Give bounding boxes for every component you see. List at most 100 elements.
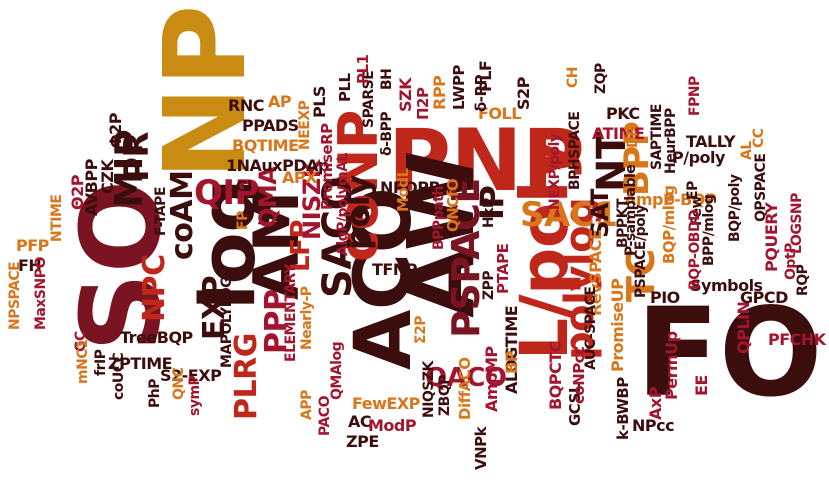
cloud-word: Π2P — [414, 87, 432, 120]
cloud-word: NPOPB — [380, 178, 441, 197]
cloud-word: NPSPACE — [7, 261, 23, 330]
cloud-word: TALLY — [686, 132, 736, 151]
cloud-word: Symbols — [690, 276, 763, 295]
cloud-word: MaxSNPO — [33, 257, 49, 330]
cloud-word: GPCD — [740, 288, 788, 307]
cloud-word: ZBQP — [437, 375, 453, 416]
cloud-word: PFP — [16, 236, 49, 255]
cloud-word: RQP — [795, 264, 811, 296]
cloud-word: Nearly-P — [299, 286, 315, 350]
cloud-word: 1NAuxPDAp — [226, 156, 329, 175]
cloud-word: PR — [117, 131, 157, 182]
cloud-word: HkP — [481, 198, 497, 228]
cloud-word: δ-BPP — [379, 111, 395, 156]
cloud-word: BQP/poly — [727, 174, 743, 242]
cloud-word: SZK — [396, 77, 415, 112]
cloud-word: QPLIN — [734, 301, 753, 354]
cloud-word: RPP — [430, 75, 449, 110]
cloud-word: FOLL — [478, 104, 521, 123]
cloud-word: PNP — [388, 111, 585, 211]
cloud-word: EE — [692, 375, 711, 396]
cloud-word: Σ2P — [413, 315, 429, 344]
cloud-word: QIP — [194, 173, 259, 213]
cloud-word: PromiseRP — [318, 123, 336, 210]
cloud-word: PermUp — [662, 331, 681, 400]
cloud-word: ZPTIME — [108, 354, 173, 373]
cloud-word: ModL — [394, 168, 412, 212]
cloud-word: QNC — [171, 367, 187, 400]
cloud-word: APX — [282, 168, 317, 187]
cloud-word: QMA — [254, 166, 282, 228]
cloud-word: AP — [268, 92, 292, 111]
cloud-word: frIP — [93, 349, 109, 376]
cloud-word: ATIME — [592, 124, 645, 143]
cloud-word: coAM — [165, 170, 200, 260]
cloud-word: AmpP-BQP — [624, 190, 717, 209]
cloud-word: BQPCTC — [546, 341, 565, 410]
cloud-word: P/poly — [672, 148, 725, 167]
cloud-word: FH — [18, 256, 42, 275]
cloud-word: QMAlog — [329, 341, 345, 400]
cloud-word: PKC — [606, 104, 640, 123]
cloud-word: BQTIME — [232, 136, 299, 155]
cloud-word: PIO — [650, 288, 680, 307]
cloud-word: ZQP — [593, 63, 609, 94]
cloud-word: BP — [502, 351, 521, 374]
cloud-word: k-BWBP — [614, 377, 632, 440]
cloud-word: PQUERY — [762, 202, 781, 272]
cloud-word: CC — [751, 128, 767, 148]
cloud-word: FewEXP — [352, 394, 420, 413]
cloud-word: FP — [235, 211, 251, 230]
cloud-word: TreeBQP — [120, 328, 193, 347]
cloud-word: PL1 — [354, 54, 372, 85]
cloud-word: PLF — [476, 60, 495, 92]
cloud-word: BQP-OBDD — [687, 209, 703, 290]
cloud-word: CH — [565, 67, 581, 88]
cloud-word: BQP/mlog — [660, 185, 678, 264]
cloud-word: BH — [379, 68, 395, 90]
cloud-word: NPC — [137, 254, 172, 322]
cloud-word: PromiseUP — [608, 278, 627, 372]
cloud-word: AmpMP — [482, 346, 501, 412]
cloud-word: SAC1 — [520, 195, 618, 235]
cloud-word: BPP/mlog — [701, 194, 717, 266]
cloud-word: NEXP/poly — [547, 133, 563, 210]
cloud-word: AC — [348, 412, 372, 431]
cloud-word: BPHSPACE — [567, 111, 583, 190]
cloud-word: PLRG — [229, 333, 264, 420]
cloud-word: BPPKT — [615, 198, 631, 248]
cloud-word: PLL — [336, 73, 354, 102]
cloud-word: ELEMENTARY — [283, 264, 299, 362]
cloud-word: LWPP — [450, 65, 468, 110]
cloud-word: DP — [625, 127, 641, 148]
cloud-word: DiffACO — [456, 357, 474, 420]
cloud-word: S2-EXP — [160, 366, 222, 385]
cloud-word: RNC — [228, 96, 264, 115]
cloud-word: QNCfO — [444, 178, 462, 232]
cloud-word: ModP — [368, 416, 417, 435]
cloud-word: PTAPE — [494, 243, 512, 294]
cloud-word: MAPOLYLOG — [219, 276, 235, 368]
cloud-word: symP — [187, 375, 203, 416]
cloud-word: PLS — [310, 86, 329, 118]
cloud-word: AxP — [646, 387, 665, 420]
cloud-word: GI — [236, 179, 252, 195]
cloud-word: PACO — [317, 396, 333, 436]
cloud-word: NEEXP — [297, 100, 313, 150]
cloud-word: Θ2P — [68, 175, 87, 210]
cloud-word: QACO — [425, 363, 507, 393]
cloud-word: CZK — [98, 159, 117, 194]
cloud-word: AlgP/polymAL — [335, 153, 351, 256]
cloud-word: APP — [299, 390, 315, 420]
cloud-word: TFNP — [372, 260, 417, 279]
cloud-word: SAPTIME — [649, 104, 665, 170]
cloud-word: F-TAPE — [153, 186, 169, 236]
cloud-word: FO — [636, 282, 823, 424]
cloud-word: Φ2P — [106, 113, 125, 148]
cloud-word: PFCHK — [768, 330, 826, 349]
cloud-word: mNC1 — [75, 339, 91, 384]
cloud-word: PhP — [147, 379, 163, 408]
cloud-word: PPADS — [242, 116, 299, 135]
cloud-word: ZPP — [481, 270, 497, 300]
